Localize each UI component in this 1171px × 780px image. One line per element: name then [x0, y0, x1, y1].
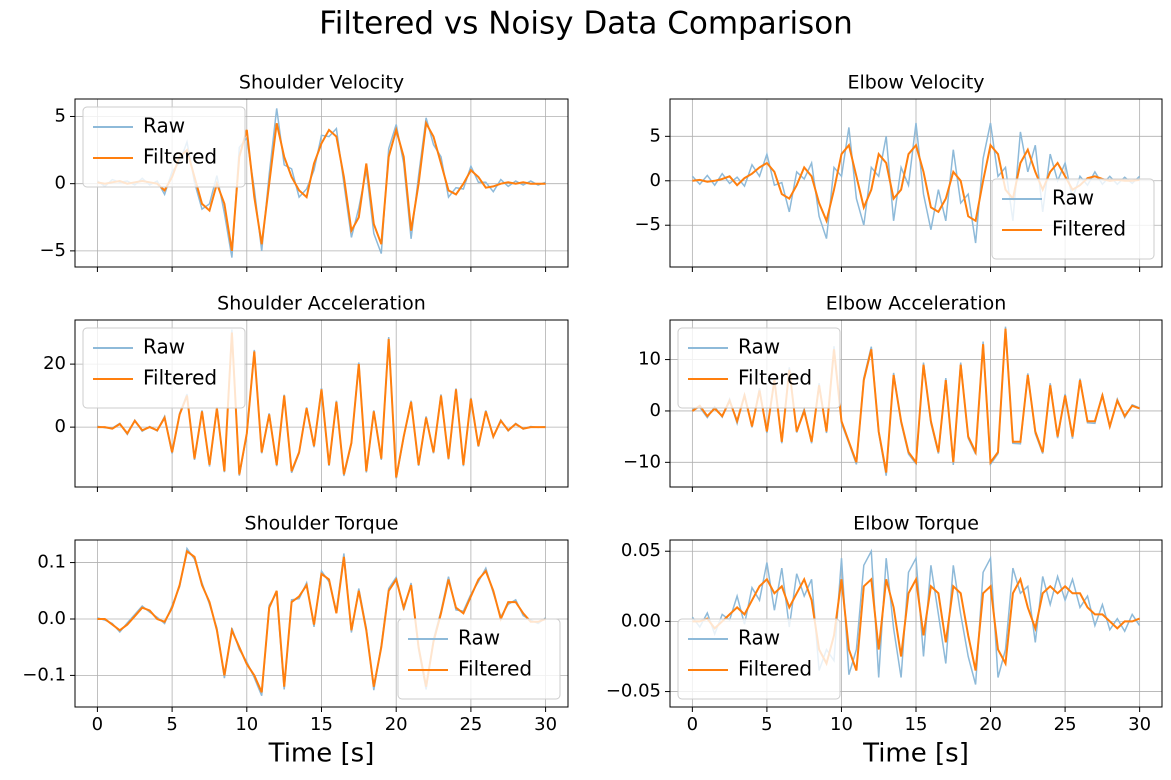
legend-label: Raw	[143, 114, 185, 138]
legend-label: Raw	[1052, 186, 1094, 210]
subplot: Elbow Acceleration −10 0 10 Raw Filtered	[623, 293, 1163, 492]
axes-frame	[74, 98, 569, 268]
subplot: Elbow Torque 0 5 10 15 20 25 30 −0.05 0.00 0.05 Tim…	[606, 513, 1163, 769]
subplot-title: Shoulder Acceleration	[217, 293, 426, 315]
y-tick-label: 0.05	[621, 540, 661, 561]
legend-label: Raw	[143, 335, 185, 359]
subplot-title: Shoulder Torque	[245, 513, 399, 535]
y-tick-label: 0	[650, 400, 661, 421]
legend: Raw Filtered	[991, 178, 1155, 260]
x-tick-label: 5	[166, 714, 177, 735]
axes-frame	[669, 98, 1163, 268]
plot-area	[691, 326, 1140, 476]
subplot: Shoulder Torque 0 5 10 15 20 25 30 −0.1 0.0 0.1 Tim…	[22, 513, 569, 769]
figure-title: Filtered vs Noisy Data Comparison	[319, 6, 853, 42]
x-axis-label: Time [s]	[268, 739, 375, 769]
y-tick-label: 0.00	[621, 610, 661, 631]
series-line	[97, 549, 546, 693]
y-tick-label: 5	[650, 125, 661, 146]
subplot: Shoulder Acceleration 0 20 Raw Filtered	[43, 293, 569, 492]
legend-label: Filtered	[738, 366, 812, 390]
legend: Raw Filtered	[82, 106, 246, 188]
legend-label: Raw	[738, 626, 780, 650]
x-tick-label: 5	[761, 714, 772, 735]
plot-area	[691, 122, 1141, 244]
plot-area	[691, 548, 1141, 685]
x-tick-label: 10	[830, 714, 853, 735]
subplot-title: Shoulder Velocity	[239, 72, 404, 94]
legend-label: Filtered	[143, 366, 217, 390]
x-axis-label: Time [s]	[862, 739, 969, 769]
legend: Raw Filtered	[82, 327, 246, 409]
series-line	[692, 576, 1140, 671]
y-tick-label: −5	[634, 214, 661, 235]
legend-label: Filtered	[1052, 217, 1126, 241]
series-line	[691, 122, 1141, 244]
x-tick-label: 20	[979, 714, 1002, 735]
legend-label: Filtered	[143, 145, 217, 169]
legend-label: Filtered	[458, 657, 532, 681]
x-tick-label: 25	[459, 714, 482, 735]
y-tick-label: 0.0	[37, 608, 66, 629]
plot-area	[97, 546, 547, 696]
y-tick-label: 10	[638, 349, 661, 370]
y-tick-label: −0.1	[22, 664, 66, 685]
x-tick-label: 20	[385, 714, 408, 735]
legend: Raw Filtered	[397, 618, 561, 700]
x-tick-label: 0	[92, 714, 103, 735]
x-tick-label: 0	[687, 714, 698, 735]
x-tick-label: 10	[235, 714, 258, 735]
legend: Raw Filtered	[677, 327, 841, 409]
y-tick-label: −0.05	[606, 681, 661, 702]
subplot-title: Elbow Torque	[853, 513, 979, 535]
y-tick-label: 5	[55, 105, 66, 126]
subplot-title: Elbow Velocity	[847, 72, 984, 94]
y-tick-label: 0	[55, 173, 66, 194]
series-line	[691, 548, 1141, 685]
legend-label: Raw	[458, 626, 500, 650]
axes-frame	[74, 319, 569, 488]
x-tick-label: 15	[905, 714, 928, 735]
x-tick-label: 15	[310, 714, 333, 735]
legend-label: Filtered	[738, 657, 812, 681]
x-tick-label: 30	[534, 714, 557, 735]
legend-label: Raw	[738, 335, 780, 359]
series-line	[97, 329, 546, 479]
y-tick-label: −10	[623, 451, 661, 472]
axes-frame	[669, 319, 1163, 488]
y-tick-label: 0	[55, 416, 66, 437]
y-tick-label: 0	[650, 170, 661, 191]
axes-frame	[669, 539, 1163, 708]
x-tick-label: 25	[1054, 714, 1077, 735]
y-tick-label: 20	[43, 353, 66, 374]
x-tick-label: 30	[1128, 714, 1151, 735]
y-tick-label: −5	[39, 240, 66, 261]
subplot: Shoulder Velocity −5 0 5 Raw Filtered	[39, 72, 569, 272]
y-tick-label: 0.1	[37, 552, 66, 573]
series-line	[692, 142, 1140, 225]
series-line	[97, 332, 546, 478]
plot-area	[97, 329, 546, 479]
axes-frame	[74, 539, 569, 708]
subplot-title: Elbow Acceleration	[826, 293, 1007, 315]
series-line	[691, 328, 1140, 473]
subplot: Elbow Velocity −5 0 5 Raw Filtered	[634, 72, 1163, 272]
legend: Raw Filtered	[677, 618, 841, 700]
